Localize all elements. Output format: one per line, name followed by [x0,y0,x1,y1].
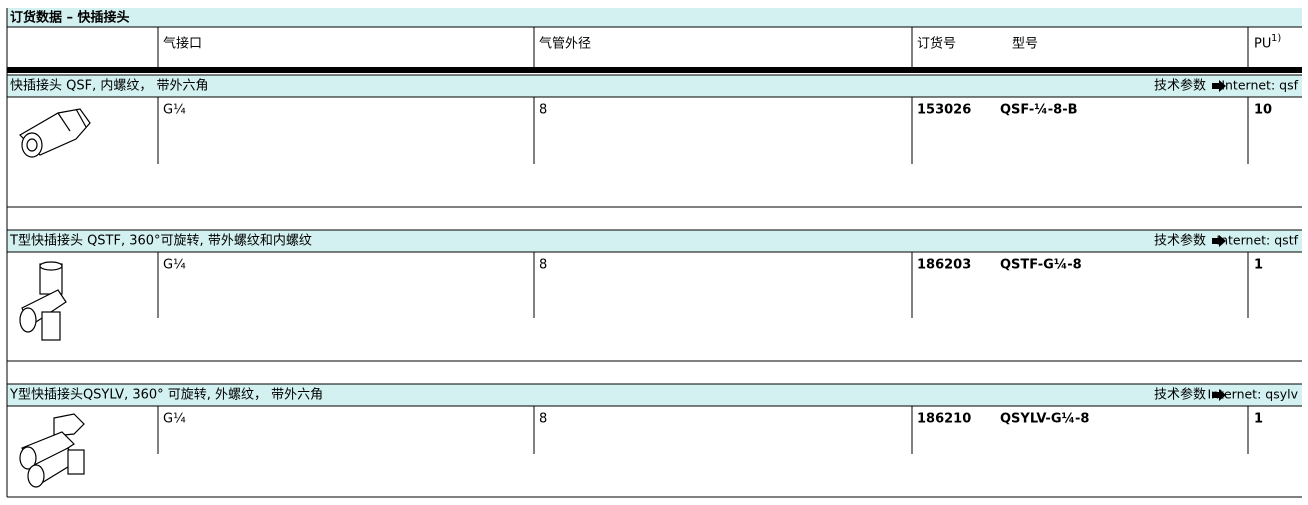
section-bar [7,384,1302,406]
cell: G¼ [163,258,186,273]
section-bar [7,230,1302,252]
cell: 186203 [917,258,971,273]
arrow-icon [1212,389,1226,401]
cell: 10 [1254,103,1272,118]
thick-rule [7,67,1302,73]
arrow-icon [1212,235,1226,247]
pu-note: 1) [1271,33,1281,44]
cell: 186210 [917,412,971,427]
section-link-label: 技术参数 [1154,387,1206,403]
cell: 1 [1254,258,1263,273]
column-header: 气管外径 [539,36,591,52]
table-title: 订货数据 – 快插接头 [10,10,130,26]
icon-qsf [19,108,91,158]
section-link-label: 技术参数 [1154,78,1206,94]
cell: 8 [539,412,547,427]
cell: G¼ [163,103,186,118]
icon-qstf [19,261,67,341]
title-bar [7,8,1302,27]
section-link: Internet: qsylv [1207,387,1298,402]
cell: 8 [539,103,547,118]
column-header: 气接口 [163,36,202,52]
cell: G¼ [163,412,186,427]
cell: 153026 [917,103,971,118]
column-header: 型号 [1012,37,1038,52]
section-title: T型快插接头 QSTF, 360°可旋转, 带外螺纹和内螺纹 [9,233,312,249]
cell: QSF-¼-8-B [1000,103,1078,118]
section-link-label: 技术参数 [1154,233,1206,249]
arrow-icon [1212,80,1226,92]
cell: QSTF-G¼-8 [1000,258,1082,273]
section-link: Internet: qsf [1221,78,1298,93]
cell: 8 [539,258,547,273]
cell: 1 [1254,412,1263,427]
section-title: 快插接头 QSF, 内螺纹， 带外六角 [10,78,209,94]
cell: QSYLV-G¼-8 [1000,412,1089,427]
section-bar [7,75,1302,97]
icon-qsylv [19,413,85,488]
column-header: 订货号 [917,36,956,52]
section-link: Internet: qstf [1216,233,1298,248]
pu-header: PU [1254,37,1271,52]
section-title: Y型快插接头QSYLV, 360° 可旋转, 外螺纹， 带外六角 [9,387,323,403]
